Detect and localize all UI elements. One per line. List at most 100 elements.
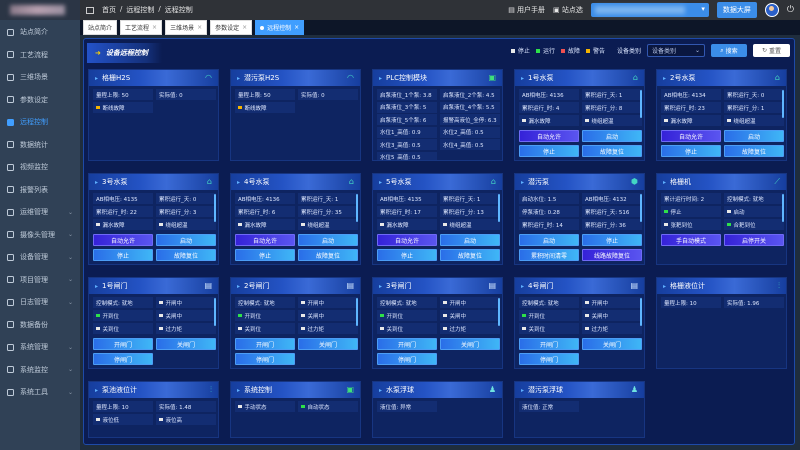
control-button[interactable]: 故障复位 bbox=[440, 249, 500, 261]
field: 合耙到位 bbox=[724, 219, 784, 230]
sidebar-item-10[interactable]: 设备管理 ⌄ bbox=[0, 247, 80, 267]
control-button[interactable]: 关闸门 bbox=[298, 338, 358, 350]
field: 漏水故障 bbox=[519, 115, 579, 126]
control-button[interactable]: 停闸门 bbox=[377, 353, 437, 365]
control-button[interactable]: 停闸门 bbox=[235, 353, 295, 365]
sidebar-item-5[interactable]: 数据统计 bbox=[0, 135, 80, 155]
control-button[interactable]: 关闸门 bbox=[156, 338, 216, 350]
data-screen-button[interactable]: 数据大屏 bbox=[716, 2, 757, 18]
control-button[interactable]: 故障复位 bbox=[724, 145, 784, 157]
control-button[interactable]: 手自动模式 bbox=[661, 234, 721, 246]
control-button[interactable]: 开闸门 bbox=[93, 338, 153, 350]
card-scrollbar[interactable] bbox=[498, 194, 500, 222]
control-button[interactable]: 关闸门 bbox=[582, 338, 642, 350]
control-button[interactable]: 线路故障复位 bbox=[582, 249, 642, 261]
tab-4[interactable]: 远程控制 × bbox=[255, 20, 305, 35]
field-text: 停止 bbox=[670, 209, 682, 216]
sidebar-item-2[interactable]: 三维场景 bbox=[0, 67, 80, 87]
control-button[interactable]: 累积时间清零 bbox=[519, 249, 579, 261]
sidebar-item-11[interactable]: 项目管理 ⌄ bbox=[0, 270, 80, 290]
card-header: ▸ 4号水泵 ⌂ bbox=[231, 174, 360, 190]
control-button[interactable]: 启动 bbox=[156, 234, 216, 246]
breadcrumb-item[interactable]: 远程控制 bbox=[126, 6, 155, 14]
tab-3[interactable]: 参数设定 × bbox=[210, 20, 253, 35]
control-button[interactable]: 关闸门 bbox=[440, 338, 500, 350]
control-button[interactable]: 启动 bbox=[582, 130, 642, 142]
site-select[interactable] bbox=[590, 3, 709, 17]
card-scrollbar[interactable] bbox=[640, 90, 642, 118]
sidebar-item-8[interactable]: 运维管理 ⌄ bbox=[0, 202, 80, 222]
control-button[interactable]: 停止 bbox=[661, 145, 721, 157]
control-button[interactable]: 停止 bbox=[93, 249, 153, 261]
field-text: 累计运行时间: 2 bbox=[664, 196, 705, 203]
card-scrollbar[interactable] bbox=[498, 298, 500, 326]
close-icon[interactable]: × bbox=[197, 24, 203, 31]
control-button[interactable]: 停闸门 bbox=[519, 353, 579, 365]
sidebar-item-4[interactable]: 远程控制 bbox=[0, 112, 80, 132]
control-button[interactable]: 启动 bbox=[724, 130, 784, 142]
card-header: ▸ 2号闸门 ▤ bbox=[231, 278, 360, 294]
control-button[interactable]: 自动允许 bbox=[661, 130, 721, 142]
sidebar-item-label: 日志管理 bbox=[20, 298, 48, 306]
control-button[interactable]: 开闸门 bbox=[235, 338, 295, 350]
sidebar-toggle-icon[interactable] bbox=[86, 6, 94, 14]
tab-1[interactable]: 工艺流程 × bbox=[120, 20, 163, 35]
power-icon[interactable]: ⏻ bbox=[786, 5, 794, 15]
sidebar-item-16[interactable]: 系统工具 ⌄ bbox=[0, 382, 80, 402]
sidebar-item-9[interactable]: 摄像头管理 ⌄ bbox=[0, 225, 80, 245]
legend-item: 警告 bbox=[585, 46, 605, 55]
card-scrollbar[interactable] bbox=[640, 194, 642, 222]
sidebar-item-13[interactable]: 数据备份 bbox=[0, 315, 80, 335]
control-button[interactable]: 开闸门 bbox=[377, 338, 437, 350]
card-scrollbar[interactable] bbox=[640, 298, 642, 326]
control-button[interactable]: 停止 bbox=[377, 249, 437, 261]
sidebar-item-3[interactable]: 参数设定 bbox=[0, 90, 80, 110]
card-scrollbar[interactable] bbox=[214, 194, 216, 222]
sidebar-item-6[interactable]: 视频监控 bbox=[0, 157, 80, 177]
control-button[interactable]: 停闸门 bbox=[93, 353, 153, 365]
tab-0[interactable]: 站点简介 bbox=[83, 20, 118, 35]
sidebar-item-7[interactable]: 报警列表 bbox=[0, 180, 80, 200]
control-button[interactable]: 自动允许 bbox=[93, 234, 153, 246]
breadcrumb-home[interactable]: 首页 bbox=[102, 6, 116, 14]
sidebar-item-12[interactable]: 日志管理 ⌄ bbox=[0, 292, 80, 312]
field-text: 开到位 bbox=[102, 313, 120, 320]
avatar[interactable] bbox=[764, 3, 779, 17]
card-scrollbar[interactable] bbox=[782, 90, 784, 118]
card-scrollbar[interactable] bbox=[214, 298, 216, 326]
control-button[interactable]: 停止 bbox=[582, 234, 642, 246]
pump-icon: ⌂ bbox=[348, 177, 354, 186]
control-button[interactable]: 停止 bbox=[235, 249, 295, 261]
search-button[interactable]: ⌕ 搜索 bbox=[711, 44, 747, 57]
card-scrollbar[interactable] bbox=[356, 194, 358, 222]
sidebar-item-14[interactable]: 系统管理 ⌄ bbox=[0, 337, 80, 357]
field-text: 手动状态 bbox=[244, 404, 267, 411]
control-button[interactable]: 故障复位 bbox=[156, 249, 216, 261]
category-select[interactable]: 设备类别 ⌄ bbox=[647, 44, 705, 57]
control-button[interactable]: 停止 bbox=[519, 145, 579, 157]
sidebar-item-1[interactable]: 工艺流程 bbox=[0, 45, 80, 65]
user-manual-link[interactable]: ▤ 用户手册 bbox=[508, 6, 546, 14]
control-button[interactable]: 自动允许 bbox=[377, 234, 437, 246]
sidebar-item-0[interactable]: 站点简介 bbox=[0, 22, 80, 42]
status-dot-icon bbox=[727, 209, 731, 214]
close-icon[interactable]: × bbox=[152, 24, 158, 31]
close-icon[interactable]: × bbox=[294, 24, 300, 31]
control-button[interactable]: 启动 bbox=[440, 234, 500, 246]
tab-2[interactable]: 三维场景 × bbox=[165, 20, 208, 35]
control-button[interactable]: 自动允许 bbox=[519, 130, 579, 142]
control-button[interactable]: 启动 bbox=[519, 234, 579, 246]
card-scrollbar[interactable] bbox=[356, 298, 358, 326]
control-button[interactable]: 故障复位 bbox=[582, 145, 642, 157]
close-icon[interactable]: × bbox=[242, 24, 248, 31]
control-button[interactable]: 自动允许 bbox=[235, 234, 295, 246]
control-button[interactable]: 启动 bbox=[298, 234, 358, 246]
control-button[interactable]: 故障复位 bbox=[298, 249, 358, 261]
card-scrollbar[interactable] bbox=[782, 194, 784, 222]
reset-button[interactable]: ↻ 重置 bbox=[753, 44, 790, 57]
sidebar-item-15[interactable]: 系统监控 ⌄ bbox=[0, 360, 80, 380]
field: 累积运行_分: 36 bbox=[582, 219, 642, 230]
control-button[interactable]: 开闸门 bbox=[519, 338, 579, 350]
control-button[interactable]: 启停开关 bbox=[724, 234, 784, 246]
legend-swatch bbox=[510, 48, 515, 53]
